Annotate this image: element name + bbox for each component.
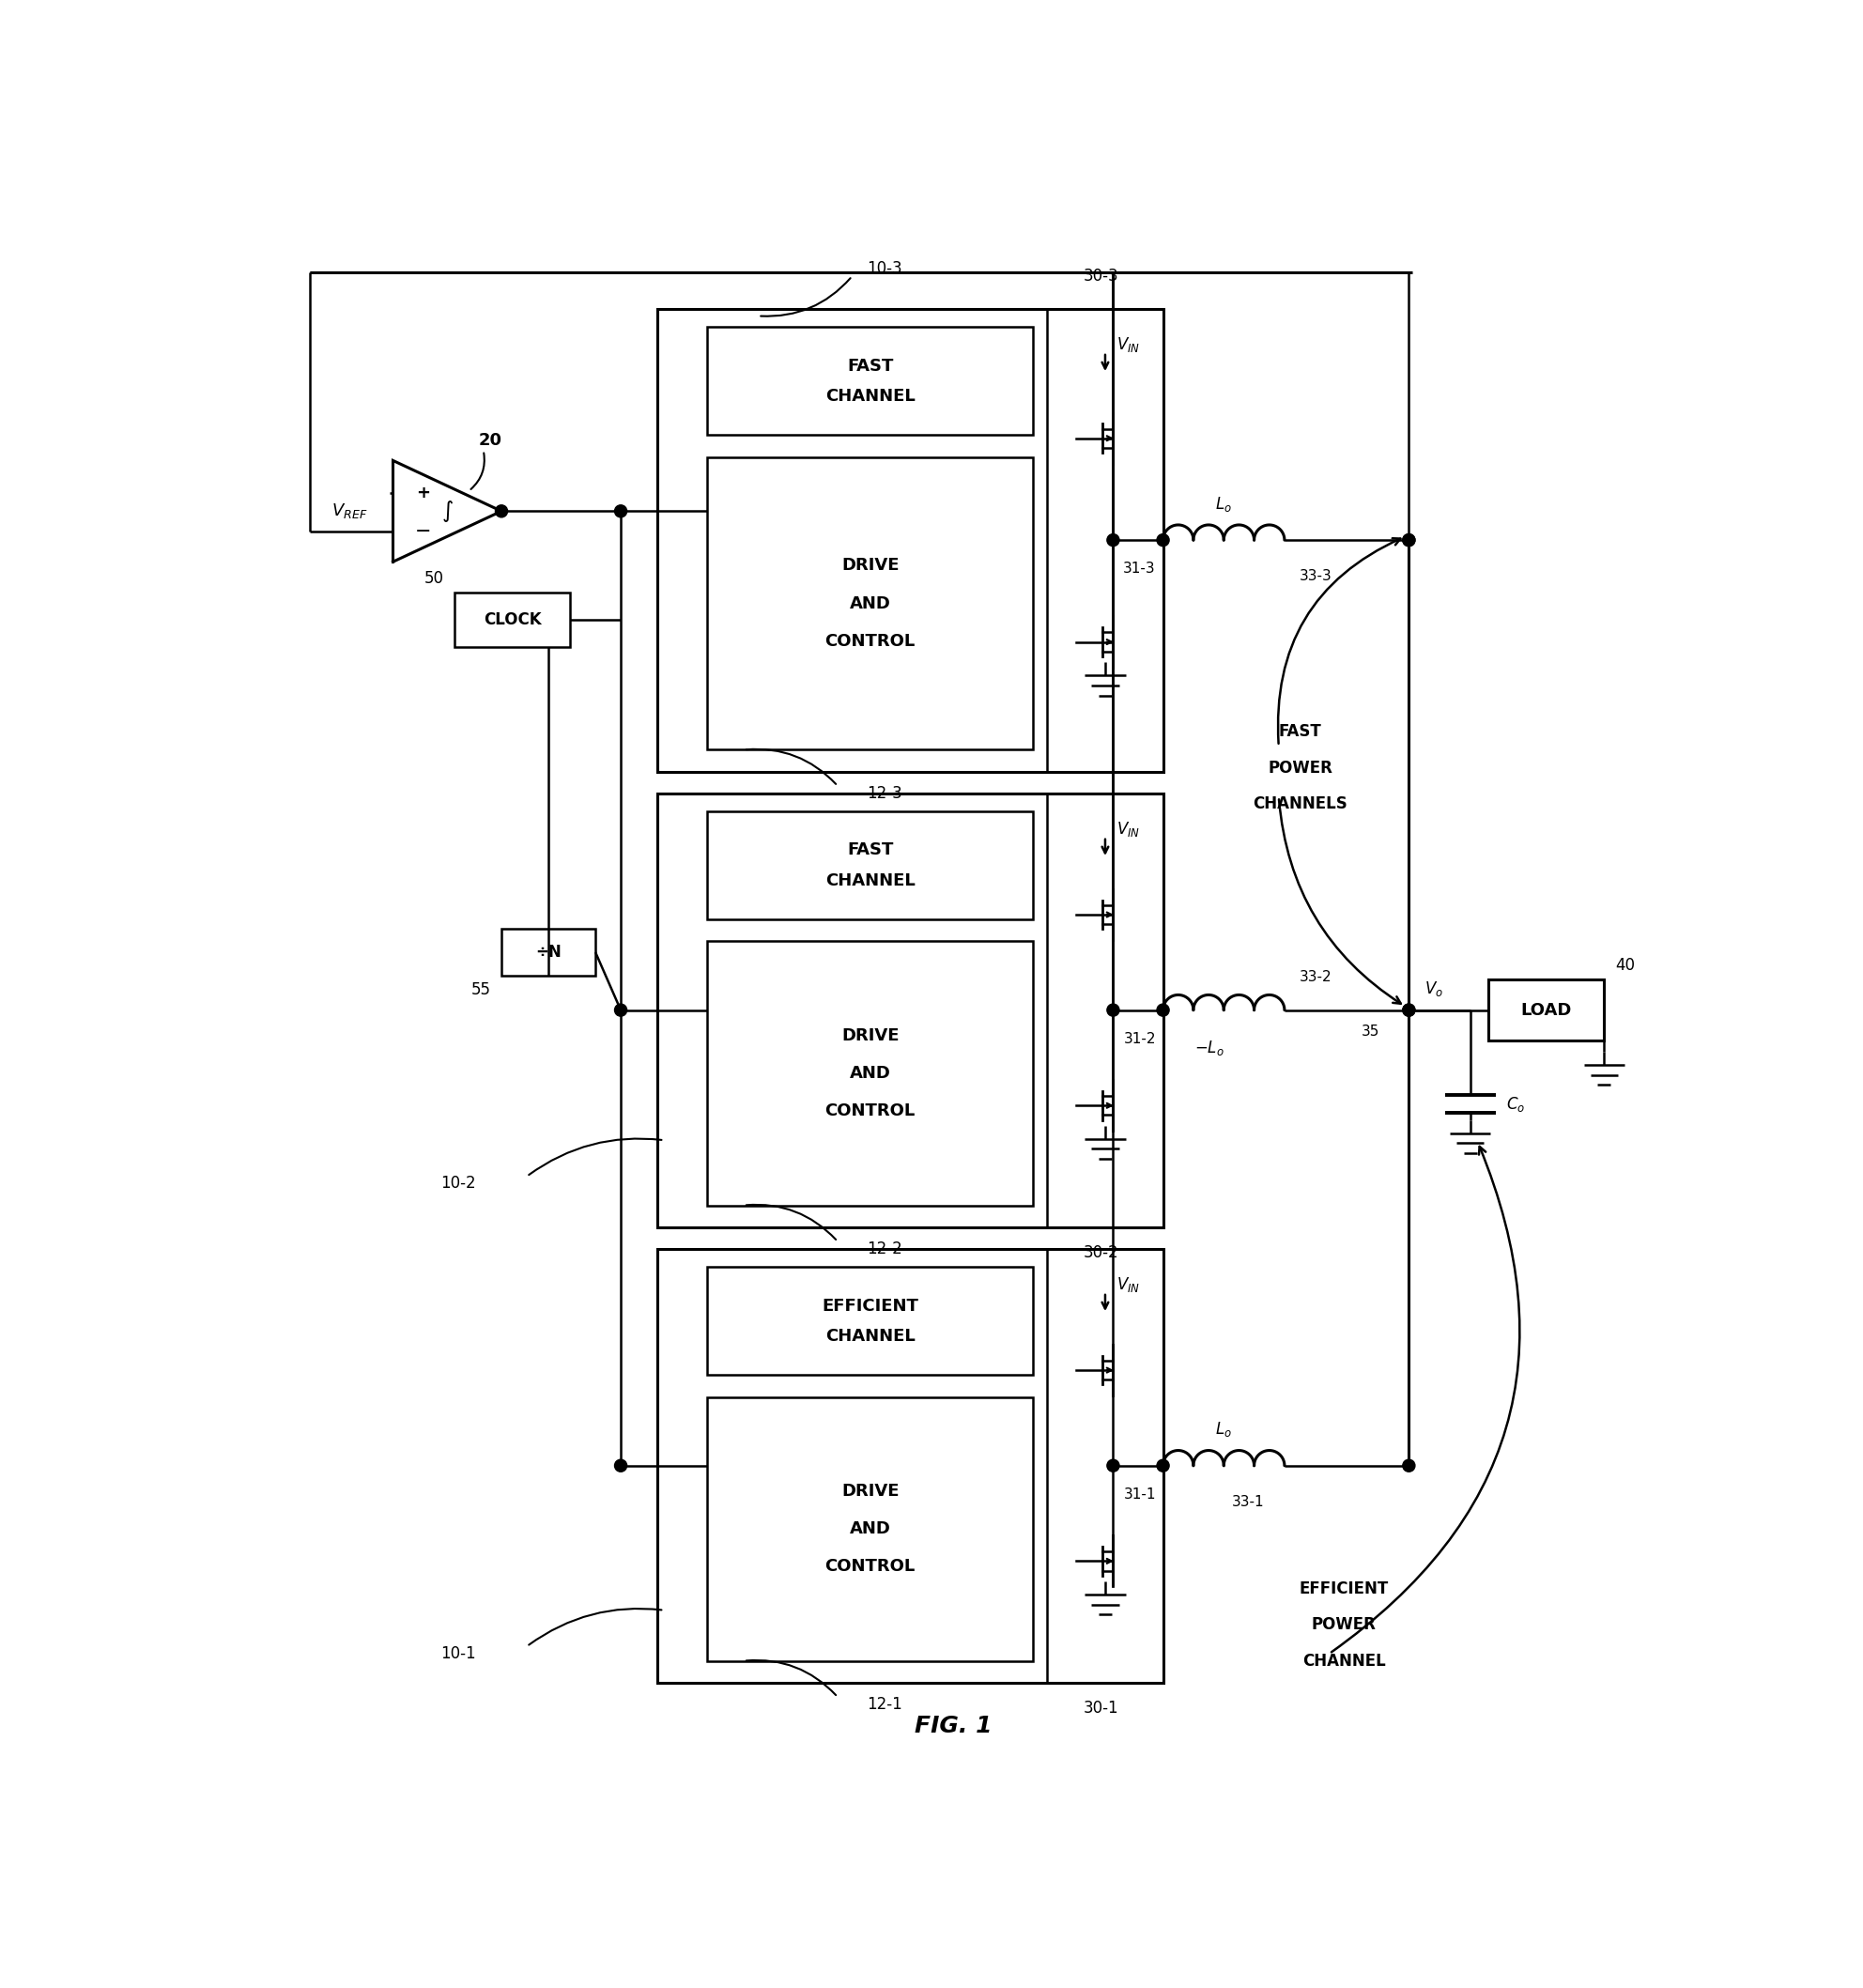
Text: CHANNEL: CHANNEL [825,873,915,889]
Circle shape [1403,1459,1416,1471]
Bar [708,811,1032,920]
Text: CONTROL: CONTROL [825,1559,915,1574]
Text: POWER: POWER [1269,759,1332,775]
Text: LOAD: LOAD [1520,1002,1572,1018]
Text: $-L_o$: $-L_o$ [1194,1038,1224,1058]
Circle shape [1403,1004,1416,1016]
Text: FAST: FAST [848,358,894,374]
Text: ∫: ∫ [442,499,453,523]
Text: 31-1: 31-1 [1123,1487,1155,1501]
Circle shape [1403,1004,1416,1016]
Text: 55: 55 [471,982,490,998]
Text: ÷N: ÷N [535,944,561,960]
Text: POWER: POWER [1312,1616,1377,1634]
Text: $V_{IN}$: $V_{IN}$ [1116,819,1140,839]
Circle shape [1157,1459,1170,1471]
Text: $L_o$: $L_o$ [1215,495,1231,513]
Bar [658,308,1163,771]
Text: 31-3: 31-3 [1123,563,1155,577]
Text: 12-3: 12-3 [866,785,902,801]
Bar [455,592,570,646]
Bar [708,1266,1032,1376]
Text: AND: AND [850,594,891,612]
Text: 20: 20 [479,431,503,449]
Bar [1489,980,1604,1042]
Text: 35: 35 [1362,1024,1380,1040]
Text: −: − [415,523,432,541]
Text: $V_{REF}$: $V_{REF}$ [332,501,367,521]
Text: CHANNEL: CHANNEL [825,1328,915,1344]
Text: AND: AND [850,1521,891,1537]
Text: 10-2: 10-2 [442,1175,477,1193]
Text: CONTROL: CONTROL [825,1103,915,1119]
Circle shape [1157,1004,1170,1016]
Text: $V_{IN}$: $V_{IN}$ [1116,1276,1140,1294]
Bar [708,326,1032,435]
Circle shape [1107,1459,1120,1471]
Text: 33-3: 33-3 [1299,569,1332,582]
Bar [658,1248,1163,1682]
Circle shape [1403,535,1416,547]
Circle shape [615,1004,626,1016]
Text: 30-1: 30-1 [1084,1700,1120,1716]
Text: 33-1: 33-1 [1231,1495,1265,1509]
Text: CHANNELS: CHANNELS [1254,795,1347,813]
Text: 40: 40 [1615,956,1634,974]
Text: AND: AND [850,1066,891,1081]
Text: 12-1: 12-1 [866,1696,902,1714]
Text: DRIVE: DRIVE [842,1483,900,1499]
Text: $V_{IN}$: $V_{IN}$ [1116,336,1140,354]
Bar [501,928,596,976]
Text: FAST: FAST [1278,724,1323,740]
Text: 50: 50 [425,571,443,586]
Text: CLOCK: CLOCK [483,610,542,628]
Circle shape [1107,535,1120,547]
Text: FIG. 1: FIG. 1 [915,1716,993,1738]
Text: 10-1: 10-1 [442,1646,477,1662]
Text: 12-2: 12-2 [866,1241,902,1256]
Text: CONTROL: CONTROL [825,632,915,650]
Bar [658,793,1163,1227]
Bar [708,1398,1032,1660]
Bar [708,457,1032,749]
Text: $L_o$: $L_o$ [1215,1419,1231,1439]
Circle shape [496,505,507,517]
Text: EFFICIENT: EFFICIENT [822,1298,918,1314]
Bar [708,942,1032,1205]
Text: $V_o$: $V_o$ [1425,978,1444,998]
Text: EFFICIENT: EFFICIENT [1299,1580,1388,1596]
Circle shape [1157,535,1170,547]
Circle shape [615,505,626,517]
Text: DRIVE: DRIVE [842,1028,900,1044]
Text: +: + [415,485,430,501]
Text: 31-2: 31-2 [1123,1032,1155,1046]
Text: $C_o$: $C_o$ [1507,1095,1526,1113]
Text: 33-2: 33-2 [1299,970,1332,984]
Text: 10-3: 10-3 [866,260,902,278]
Text: DRIVE: DRIVE [842,557,900,575]
Circle shape [1107,1004,1120,1016]
Circle shape [615,1459,626,1471]
Text: 30-2: 30-2 [1084,1244,1120,1260]
Text: 30-3: 30-3 [1084,268,1120,284]
Text: CHANNEL: CHANNEL [825,388,915,406]
Polygon shape [393,461,501,563]
Circle shape [1403,535,1416,547]
Text: FAST: FAST [848,841,894,859]
Text: CHANNEL: CHANNEL [1302,1652,1386,1670]
